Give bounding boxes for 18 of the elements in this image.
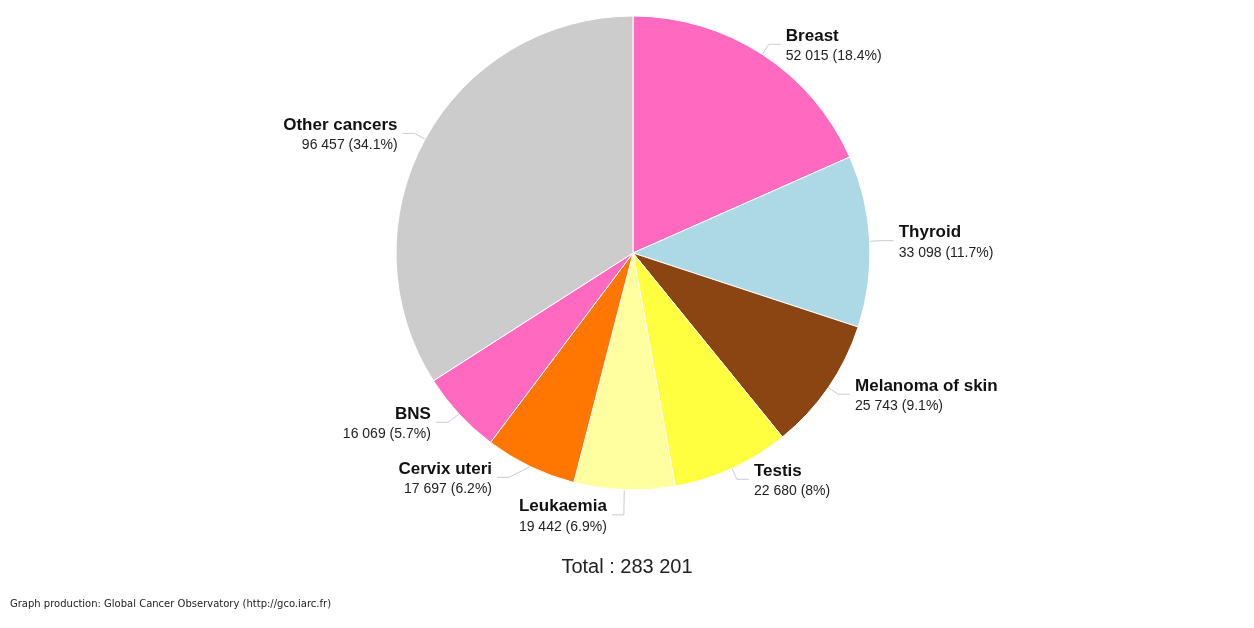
data-label: 25 743 (9.1%) — [855, 397, 944, 414]
slice-label: Leukaemia — [518, 496, 608, 516]
text: Graph production: Global Cancer Observatory (http://gco.iarc.fr) — [10, 597, 332, 609]
slice-label: Cervix uteri — [398, 458, 493, 478]
data-label: 33 098 (11.7%) — [898, 243, 994, 260]
slice-label: BNS — [394, 403, 431, 423]
text: Total : 283 201 — [561, 555, 693, 577]
slice-label: Other cancers — [283, 114, 398, 134]
slice-label: Thyroid — [898, 222, 962, 242]
slice-label: Breast — [785, 25, 840, 45]
data-label: 19 442 (6.9%) — [518, 517, 607, 534]
slice-label: Melanoma of skin — [855, 375, 998, 395]
data-label: 16 069 (5.7%) — [342, 425, 431, 442]
data-label: 22 680 (8%) — [753, 482, 831, 499]
data-label: 96 457 (34.1%) — [301, 136, 398, 153]
slice-label: Testis — [753, 460, 802, 480]
data-label: 17 697 (6.2%) — [404, 480, 493, 497]
data-label: 52 015 (18.4%) — [785, 47, 882, 64]
